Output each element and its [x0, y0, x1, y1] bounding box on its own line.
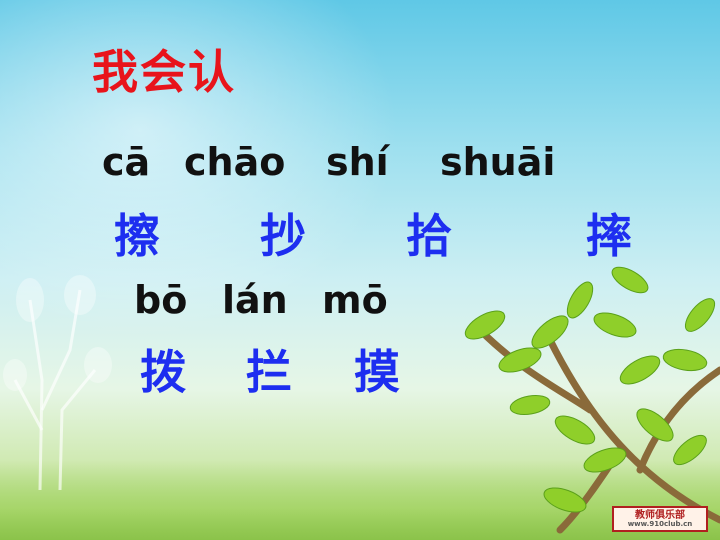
hanzi-mo: 摸	[354, 345, 400, 399]
ground	[0, 460, 720, 540]
hanzi-shi: 拾	[406, 209, 452, 263]
sun-glow	[0, 0, 400, 340]
logo-text: 教师俱乐部	[635, 509, 685, 521]
pinyin-bo: bō	[134, 278, 188, 322]
tree-branch-icon	[464, 266, 720, 534]
pinyin-shuai: shuāi	[440, 140, 556, 184]
hanzi-lan: 拦	[246, 345, 292, 399]
club-logo: 教师俱乐部 www.910club.cn	[612, 506, 708, 532]
logo-url: www.910club.cn	[627, 519, 693, 528]
pinyin-lan: lán	[222, 278, 288, 322]
pinyin-ca: cā	[102, 140, 151, 184]
hanzi-shuai: 摔	[586, 209, 632, 263]
slide-title: 我会认	[92, 45, 236, 99]
pinyin-mo: mō	[322, 278, 388, 322]
hanzi-ca: 擦	[114, 209, 160, 263]
hanzi-bo: 拨	[140, 345, 186, 399]
light-tree-icon	[3, 275, 112, 490]
pinyin-shi: shí	[326, 140, 389, 184]
pinyin-chao: chāo	[184, 140, 286, 184]
hanzi-chao: 抄	[260, 209, 306, 263]
